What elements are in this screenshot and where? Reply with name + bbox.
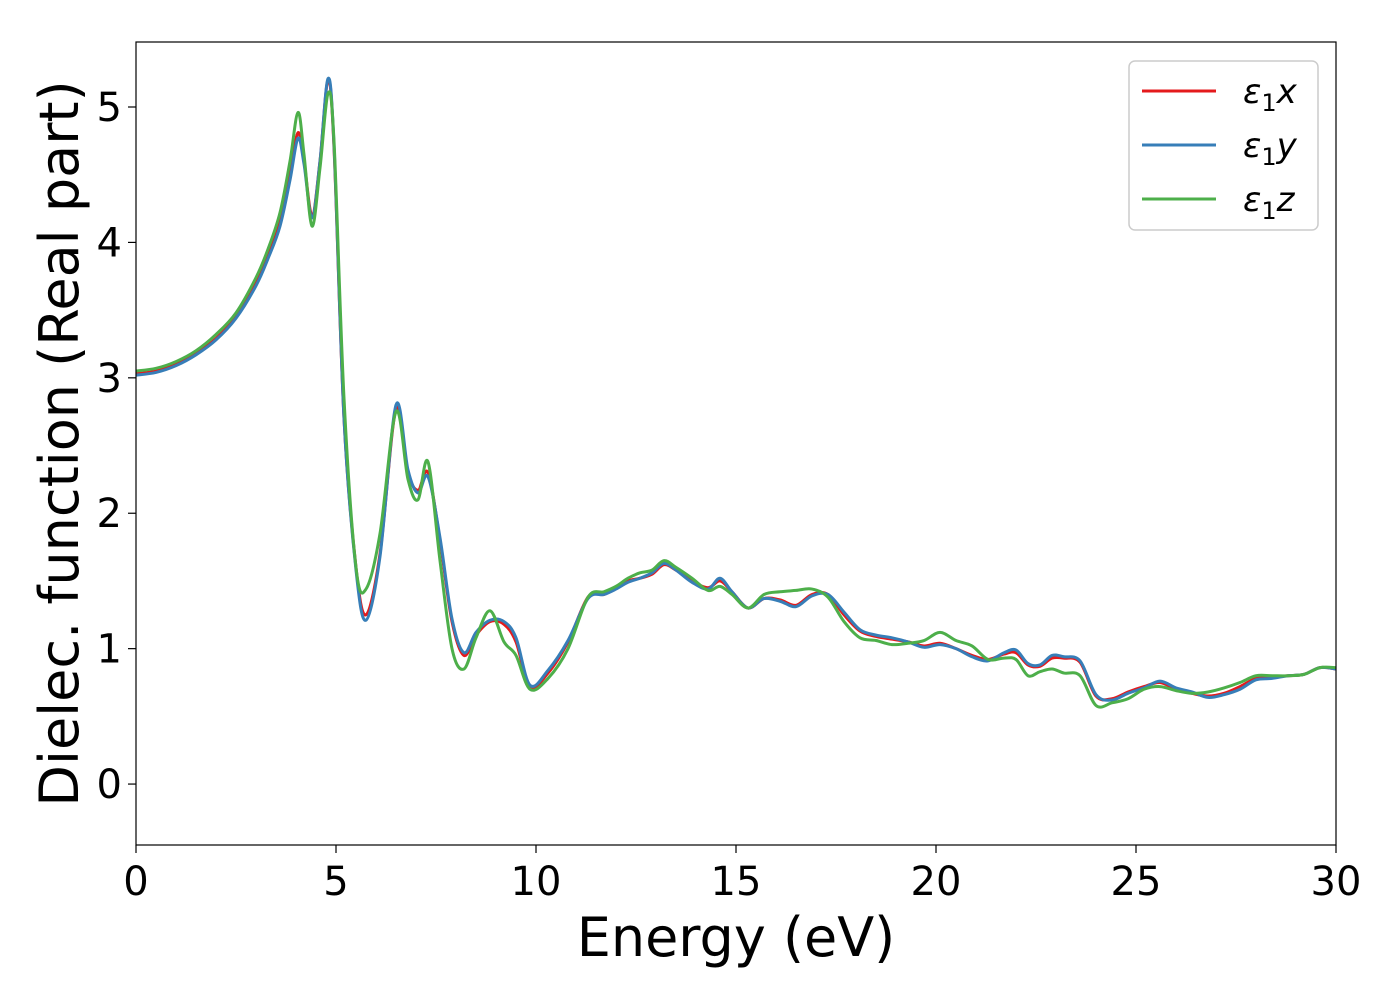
axes-layer: 0 5 10 15 20 25 30 0 1 2 3 4 5 [97,41,1362,905]
x-tick-label: 15 [711,859,762,905]
legend-label-2: ε1y [1243,126,1298,171]
legend: ε1x ε1y ε1z [1128,60,1319,231]
x-axis-title: Energy (eV) [577,906,896,969]
series-line-2 [136,76,1336,702]
series-layer [136,76,1336,709]
x-tick-label: 10 [511,859,562,905]
series-line-3 [136,90,1336,709]
x-tick-label: 30 [1311,859,1362,905]
x-tick-label: 20 [911,859,962,905]
y-tick-label: 2 [97,491,122,537]
y-tick-label: 3 [97,356,122,402]
y-tick-label: 4 [97,220,122,266]
x-tick-label: 25 [1111,859,1162,905]
x-tick-label: 5 [323,859,348,905]
y-tick-label: 1 [97,627,122,673]
x-tick-label: 0 [123,859,148,905]
legend-label-3: ε1z [1243,180,1296,225]
y-axis-title: Dielec. function (Real part) [28,80,91,806]
legend-label-1: ε1x [1243,72,1298,117]
y-tick-label: 5 [97,85,122,131]
legend-box [1128,60,1319,231]
y-tick-label: 0 [97,762,122,808]
